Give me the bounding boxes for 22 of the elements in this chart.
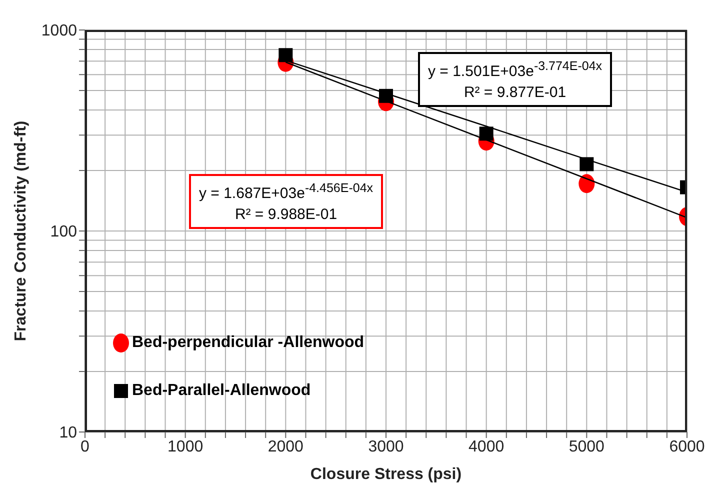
point [479, 126, 494, 141]
annotation: y = 1.687E+03e$^{-4.456E-04x}$ [199, 180, 374, 204]
annotation: R² = 9.877E-01 [462, 83, 568, 103]
point [580, 157, 594, 172]
annotation: R² = 9.988E-01 [234, 205, 338, 225]
x-tick-label: 4000 [468, 438, 504, 456]
x-tick-label: 6000 [669, 438, 705, 456]
legend-label: Bed-perpendicular -Allenwood [132, 334, 364, 352]
x-tick-label: 1000 [168, 438, 204, 456]
legend-label: Bed-Parallel-Allenwood [132, 382, 311, 400]
x-tick-label: 5000 [568, 438, 605, 456]
y-axis-title: Fracture Conductivity (md-ft) [12, 120, 30, 342]
x-axis-title: Closure Stress (psi) [310, 466, 462, 483]
x-tick-label: 2000 [268, 438, 304, 456]
y-tick-label: 10 [59, 424, 78, 442]
point [578, 174, 595, 194]
y-tick-label: 1000 [41, 22, 78, 40]
x-tick-label: 0 [80, 438, 90, 456]
y-tick-label: 100 [50, 224, 78, 241]
x-tick-label: 3000 [368, 438, 404, 456]
annotation: y = 1.501E+03e$^{-3.774E-04x}$ [428, 58, 602, 82]
point [278, 48, 293, 62]
